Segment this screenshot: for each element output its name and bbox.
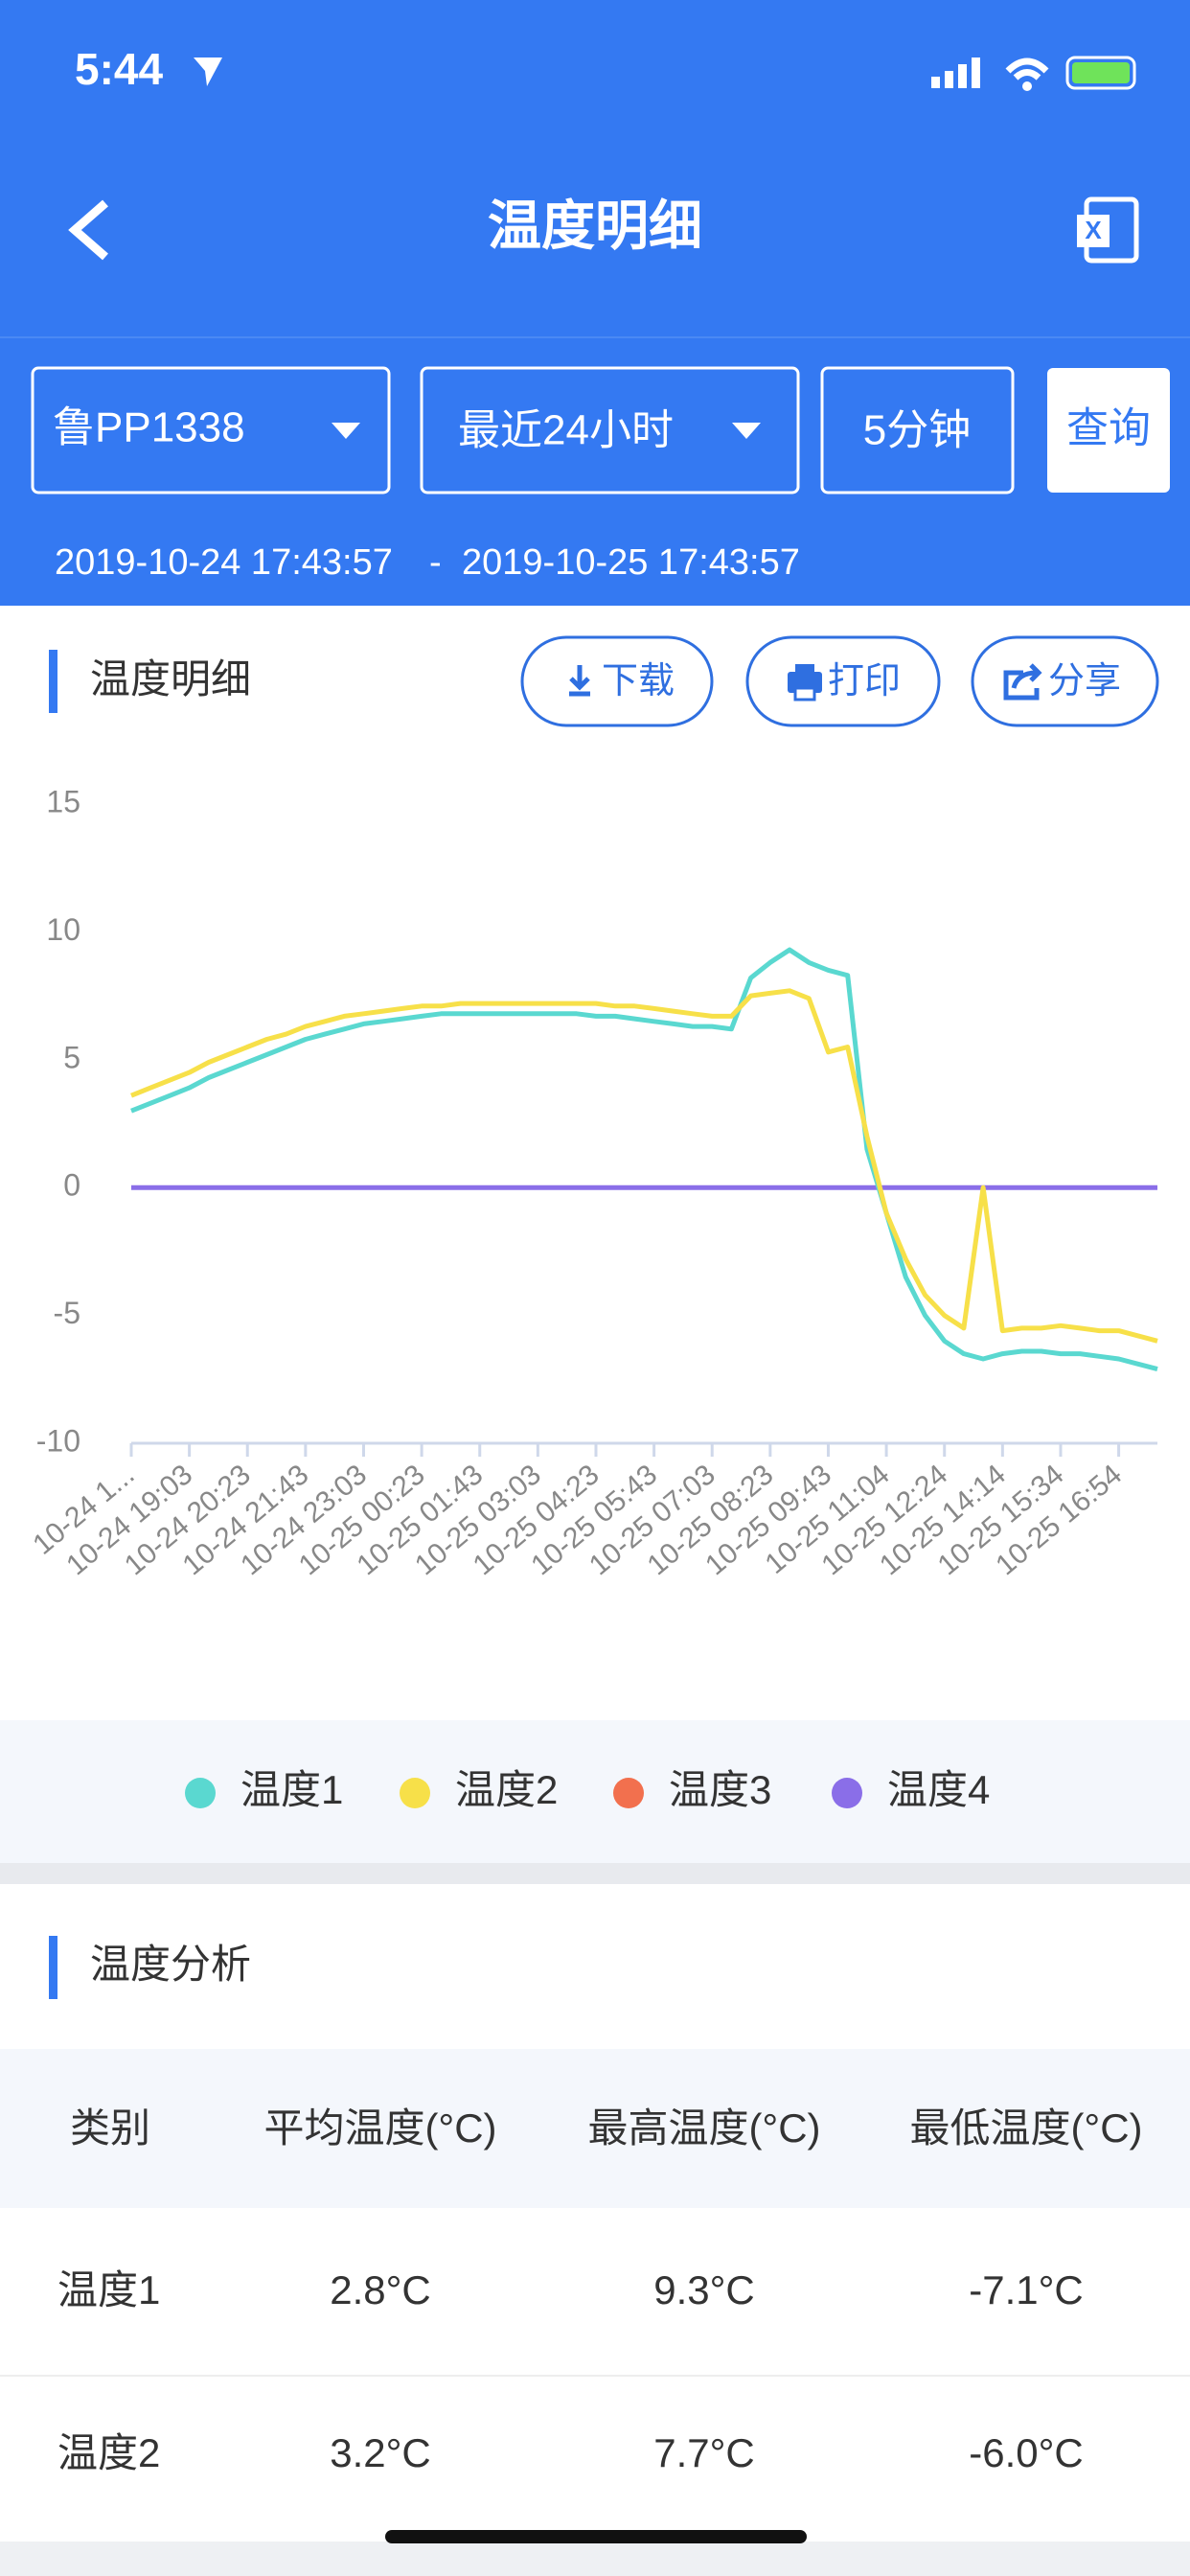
legend-swatch (832, 1778, 862, 1808)
svg-text:X: X (1085, 216, 1102, 244)
wifi-icon (1005, 58, 1049, 80)
vehicle-select[interactable] (31, 366, 391, 494)
back-button[interactable] (68, 199, 108, 261)
y-tick-label: 10 (46, 912, 80, 947)
range-sep: - (429, 542, 442, 583)
legend-swatch (613, 1778, 644, 1808)
interval-select[interactable] (820, 366, 1015, 494)
section-accent (49, 650, 57, 713)
section-gap (0, 1863, 1190, 1884)
legend-label: 温度2 (455, 1767, 558, 1812)
share-button[interactable] (971, 635, 1159, 727)
y-tick-label: 15 (46, 784, 80, 818)
legend-label: 温度1 (240, 1767, 343, 1812)
legend-bg (0, 1720, 1190, 1863)
table-cell: 2.8°C (330, 2267, 431, 2312)
wifi-dot (1022, 81, 1032, 91)
excel-icon[interactable]: X (1077, 196, 1139, 264)
dropdown-arrow (732, 423, 761, 439)
button-text: 打印 (828, 661, 901, 702)
query-text: 查询 (1066, 405, 1151, 452)
dropdown-arrow (332, 423, 360, 439)
y-tick-label: 5 (63, 1040, 80, 1074)
legend-label: 温度3 (669, 1767, 771, 1812)
vehicle-text: 鲁PP1338 (53, 404, 245, 451)
series-line (130, 947, 1158, 1372)
table-cell: 7.7°C (653, 2430, 755, 2475)
y-tick-label: 0 (63, 1168, 80, 1203)
table-header-bg (0, 2049, 1190, 2208)
section-title: 温度明细 (90, 656, 251, 702)
period-select[interactable] (420, 366, 800, 494)
download-button[interactable] (520, 635, 714, 727)
header-bg (0, 0, 1190, 606)
signal-icon (931, 58, 980, 88)
section-title: 温度分析 (90, 1942, 251, 1987)
table-cell: 3.2°C (330, 2430, 431, 2475)
legend-swatch (185, 1778, 216, 1808)
print-button[interactable] (745, 635, 941, 727)
table-header: 平均温度(°C) (263, 2105, 496, 2150)
home-indicator (385, 2530, 807, 2543)
table-cell: 温度1 (57, 2267, 160, 2312)
period-text: 最近24小时 (458, 407, 674, 454)
button-text: 分享 (1048, 661, 1121, 702)
location-icon (194, 58, 222, 86)
table-header: 最低温度(°C) (909, 2105, 1142, 2150)
battery (1065, 56, 1136, 90)
section-accent (49, 1936, 57, 1999)
table-cell: 9.3°C (653, 2267, 755, 2312)
table-cell: -7.1°C (969, 2267, 1084, 2312)
y-tick-label: -5 (54, 1296, 80, 1330)
table-header: 类别 (70, 2105, 150, 2150)
series-line (130, 988, 1158, 1344)
legend-swatch (400, 1778, 430, 1808)
query-button[interactable] (1047, 368, 1170, 493)
y-tick-label: -10 (36, 1423, 80, 1458)
page-title: 温度明细 (488, 196, 702, 256)
table-cell: 温度2 (57, 2430, 160, 2475)
interval-text: 5分钟 (863, 407, 971, 454)
range-end: 2019-10-25 17:43:57 (462, 542, 800, 583)
range-start: 2019-10-24 17:43:57 (55, 542, 393, 583)
legend-label: 温度4 (887, 1767, 990, 1812)
status-time: 5:44 (75, 44, 163, 94)
battery-level (1072, 62, 1130, 83)
table-header: 最高温度(°C) (587, 2105, 820, 2150)
table-cell: -6.0°C (969, 2430, 1084, 2475)
bottom-strip (0, 2542, 1190, 2576)
button-text: 下载 (602, 661, 675, 702)
